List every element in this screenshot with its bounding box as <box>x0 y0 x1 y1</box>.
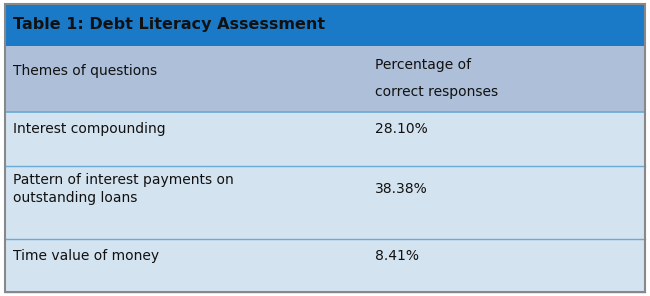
FancyBboxPatch shape <box>5 166 645 239</box>
Text: 38.38%: 38.38% <box>375 182 428 196</box>
Text: Interest compounding: Interest compounding <box>13 122 166 136</box>
FancyBboxPatch shape <box>5 4 645 46</box>
Text: 28.10%: 28.10% <box>375 122 428 136</box>
Text: Pattern of interest payments on
outstanding loans: Pattern of interest payments on outstand… <box>13 173 234 205</box>
FancyBboxPatch shape <box>5 239 645 292</box>
Text: Time value of money: Time value of money <box>13 249 159 263</box>
FancyBboxPatch shape <box>5 112 645 166</box>
Text: Table 1: Debt Literacy Assessment: Table 1: Debt Literacy Assessment <box>13 17 325 33</box>
Text: 8.41%: 8.41% <box>375 249 419 263</box>
FancyBboxPatch shape <box>5 46 645 112</box>
Text: correct responses: correct responses <box>375 86 498 99</box>
Text: Themes of questions: Themes of questions <box>13 64 157 78</box>
Text: Percentage of: Percentage of <box>375 58 471 72</box>
